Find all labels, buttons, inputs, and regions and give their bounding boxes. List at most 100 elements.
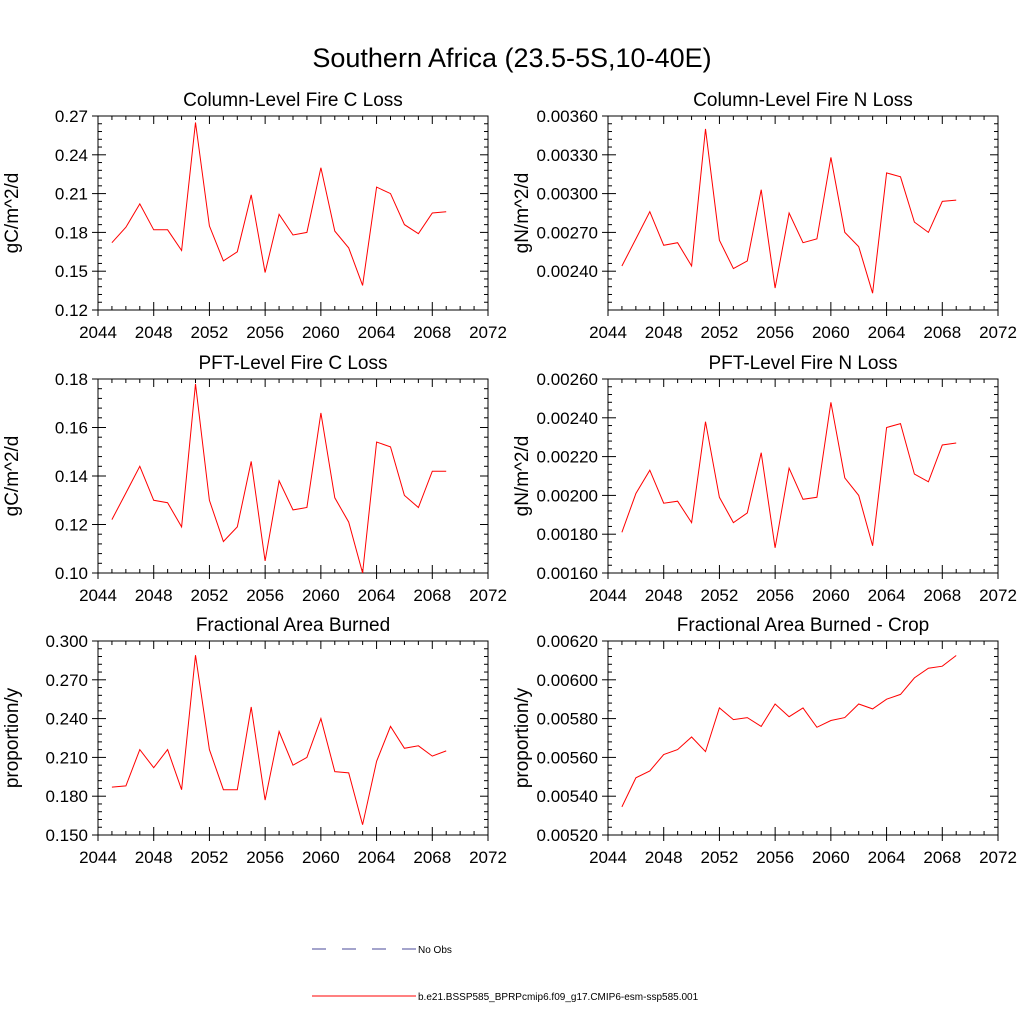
chart-panel-2: Column-Level Fire N Loss gN/m^2/d 2044 2048… [512, 90, 1017, 342]
y-tick-label: 0.00360 [537, 107, 598, 126]
series-line [111, 655, 447, 825]
y-tick-label: 0.00160 [537, 564, 598, 583]
y-tick-label: 0.14 [55, 467, 88, 486]
x-tick-label: 2048 [645, 848, 683, 867]
y-tick-label: 0.18 [55, 223, 88, 242]
x-tick-label: 2068 [413, 586, 451, 605]
x-tick-label: 2060 [812, 586, 850, 605]
x-tick-label: 2064 [868, 586, 906, 605]
x-tick-label: 2068 [923, 323, 961, 342]
x-tick-label: 2064 [358, 586, 396, 605]
x-tick-label: 2068 [413, 848, 451, 867]
x-tick-label: 2064 [868, 848, 906, 867]
panel-title: Fractional Area Burned [196, 615, 390, 636]
panel-title: Column-Level Fire N Loss [693, 90, 913, 111]
y-tick-label: 0.180 [45, 787, 88, 806]
plot-frame [97, 115, 489, 311]
chart-panel-5: Fractional Area Burned proportion/y 2044 20… [2, 615, 507, 867]
y-tick-label: 0.21 [55, 185, 88, 204]
y-tick-label: 0.00540 [537, 787, 598, 806]
x-tick-label: 2064 [358, 848, 396, 867]
x-tick-label: 2052 [191, 848, 229, 867]
y-tick-label: 0.00300 [537, 185, 598, 204]
chart-panel-3: PFT-Level Fire C Loss gC/m^2/d 2044 2048 205… [2, 353, 507, 605]
y-axis-label: proportion/y [512, 687, 533, 788]
y-axis-label: gC/m^2/d [2, 173, 23, 254]
x-tick-label: 2056 [756, 323, 794, 342]
x-tick-label: 2056 [246, 323, 284, 342]
x-tick-label: 2048 [135, 586, 173, 605]
panel-title: PFT-Level Fire C Loss [199, 353, 388, 374]
x-tick-label: 2052 [701, 323, 739, 342]
y-tick-label: 0.00220 [537, 448, 598, 467]
y-tick-label: 0.16 [55, 419, 88, 438]
x-tick-label: 2048 [135, 323, 173, 342]
x-tick-label: 2044 [79, 586, 117, 605]
y-tick-label: 0.00180 [537, 525, 598, 544]
y-tick-label: 0.00330 [537, 146, 598, 165]
figure-title: Southern Africa (23.5-5S,10-40E) [312, 43, 711, 73]
x-tick-label: 2060 [302, 586, 340, 605]
series-line [111, 122, 447, 286]
y-tick-label: 0.270 [45, 671, 88, 690]
y-axis-label: gN/m^2/d [512, 173, 533, 254]
series-line [621, 402, 957, 548]
legend-series-label: b.e21.BSSP585_BPRPcmip6.f09_g17.CMIP6-es… [418, 992, 699, 1003]
chart-panel-1: Column-Level Fire C Loss gC/m^2/d 2044 2048… [2, 90, 507, 342]
y-tick-label: 0.27 [55, 107, 88, 126]
x-tick-label: 2052 [701, 848, 739, 867]
y-tick-label: 0.00240 [537, 409, 598, 428]
y-tick-label: 0.24 [55, 146, 88, 165]
series-line [621, 655, 957, 808]
series-line [621, 128, 957, 294]
y-axis-label: gC/m^2/d [2, 436, 23, 517]
x-tick-label: 2056 [756, 848, 794, 867]
x-tick-label: 2072 [979, 323, 1017, 342]
y-tick-label: 0.240 [45, 710, 88, 729]
y-tick-label: 0.150 [45, 826, 88, 845]
x-tick-label: 2048 [135, 848, 173, 867]
plot-frame [97, 640, 489, 836]
panel-title: Fractional Area Burned - Crop [677, 615, 929, 636]
y-tick-label: 0.12 [55, 301, 88, 320]
x-tick-label: 2048 [645, 586, 683, 605]
x-tick-label: 2060 [812, 323, 850, 342]
x-tick-label: 2056 [246, 848, 284, 867]
y-tick-label: 0.15 [55, 262, 88, 281]
x-tick-label: 2060 [302, 848, 340, 867]
y-tick-label: 0.00600 [537, 671, 598, 690]
y-axis-label: gN/m^2/d [512, 436, 533, 517]
x-tick-label: 2052 [701, 586, 739, 605]
y-tick-label: 0.18 [55, 370, 88, 389]
panels: Column-Level Fire C Loss gC/m^2/d 2044 2048… [2, 90, 1017, 867]
x-tick-label: 2064 [358, 323, 396, 342]
x-tick-label: 2072 [979, 586, 1017, 605]
x-tick-label: 2044 [589, 848, 627, 867]
plot-frame [607, 378, 999, 574]
legend: No Obs b.e21.BSSP585_BPRPcmip6.f09_g17.C… [312, 945, 699, 1003]
y-axis-label: proportion/y [2, 687, 23, 788]
x-tick-label: 2068 [923, 848, 961, 867]
x-tick-label: 2056 [756, 586, 794, 605]
x-tick-label: 2044 [79, 323, 117, 342]
y-tick-label: 0.210 [45, 748, 88, 767]
x-tick-label: 2056 [246, 586, 284, 605]
panel-title: PFT-Level Fire N Loss [709, 353, 898, 374]
x-tick-label: 2072 [469, 323, 507, 342]
x-tick-label: 2072 [979, 848, 1017, 867]
x-tick-label: 2064 [868, 323, 906, 342]
y-tick-label: 0.00270 [537, 223, 598, 242]
y-tick-label: 0.10 [55, 564, 88, 583]
x-tick-label: 2044 [79, 848, 117, 867]
plot-frame [607, 115, 999, 311]
y-tick-label: 0.300 [45, 632, 88, 651]
plot-frame [607, 640, 999, 836]
y-tick-label: 0.00200 [537, 486, 598, 505]
x-tick-label: 2068 [413, 323, 451, 342]
y-tick-label: 0.12 [55, 516, 88, 535]
x-tick-label: 2044 [589, 586, 627, 605]
y-tick-label: 0.00240 [537, 262, 598, 281]
chart-panel-6: Fractional Area Burned - Crop proportion/… [512, 615, 1017, 867]
x-tick-label: 2072 [469, 848, 507, 867]
